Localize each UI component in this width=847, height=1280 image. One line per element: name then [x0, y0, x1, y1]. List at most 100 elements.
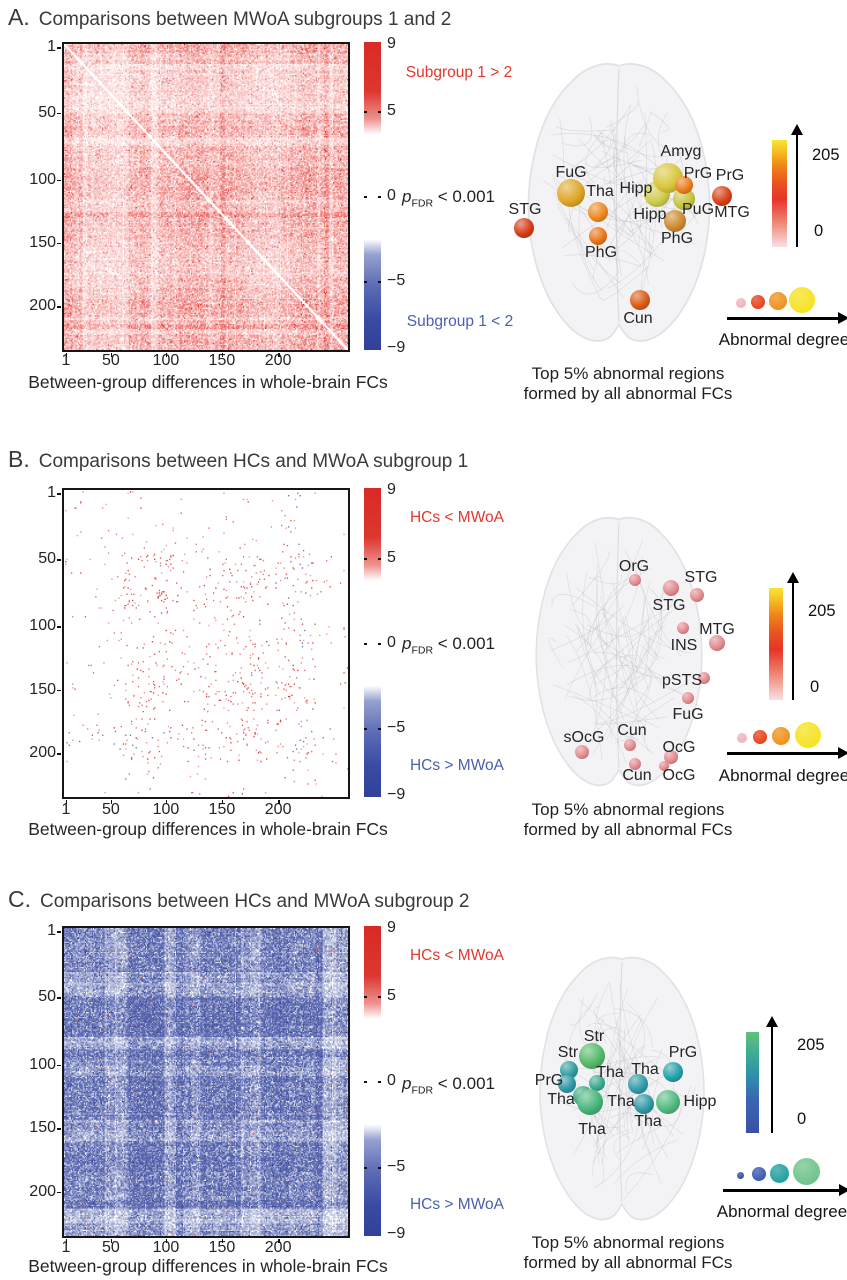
fiber-line	[648, 588, 662, 672]
fiber-line	[587, 1022, 627, 1034]
brain-region-label: OcG	[662, 739, 696, 756]
fiber-line	[569, 671, 651, 701]
fiber-line	[619, 982, 644, 1077]
fiber-line	[642, 581, 666, 660]
fiber-line	[612, 223, 632, 237]
brain-node-INS	[677, 622, 689, 634]
brain-outline	[527, 63, 711, 342]
degree-max-C: 205	[797, 1036, 825, 1054]
p-comparison: < 0.001	[433, 634, 495, 653]
brain-region-label: PrG	[715, 167, 745, 184]
size-legend-circle	[752, 1167, 766, 1181]
fiber-line	[606, 101, 638, 129]
colorbar-tick-mark	[378, 995, 381, 998]
fiber-line	[614, 1057, 658, 1069]
brain-node-Hipp	[656, 1090, 680, 1114]
brain-region-label: STG	[684, 569, 718, 586]
brain-node-Str	[560, 1061, 578, 1079]
p-comparison: < 0.001	[433, 187, 495, 206]
y-axis-tick-label: 150	[29, 1119, 56, 1137]
fiber-line	[576, 123, 646, 179]
caption-line-2: formed by all abnormal FCs	[523, 383, 733, 403]
colorbar-A	[364, 42, 381, 350]
brain-node-Cun	[624, 739, 636, 751]
x-axis-tick-label: 150	[208, 1239, 236, 1256]
degree-colorbar-C	[746, 1032, 759, 1133]
fiber-line	[590, 608, 606, 650]
degree-colorbar-A	[772, 140, 787, 247]
colorbar-tick-label: 5	[387, 986, 396, 1004]
x-axis-tick-mark	[110, 1239, 113, 1243]
brain-region-label: PhG	[660, 230, 694, 247]
fiber-line	[650, 622, 673, 650]
y-axis-tick-label: 200	[29, 1182, 56, 1200]
brain-axial-view-A	[527, 63, 711, 342]
brain-node-FuG	[557, 179, 585, 207]
fiber-line	[575, 539, 644, 652]
fiber-line	[550, 604, 625, 651]
x-axis-tick-label: 1	[61, 801, 71, 818]
brain-node-Cun	[630, 290, 650, 310]
brain-region-label: PrG	[683, 165, 713, 182]
fiber-line	[555, 125, 615, 132]
fiber-line	[623, 616, 688, 698]
fiber-line	[601, 265, 650, 301]
fiber-line	[629, 1113, 643, 1126]
brain-node-PrG	[675, 176, 693, 194]
fiber-line	[596, 629, 613, 646]
x-axis-tick-mark	[278, 800, 280, 804]
x-axis-tick-mark	[221, 1239, 224, 1243]
brain-region-label: Tha	[596, 1064, 624, 1081]
brain-node-PuG	[673, 188, 695, 210]
fiber-line	[609, 641, 638, 739]
fiber-line	[626, 720, 645, 743]
abnormal-degree-label-C: Abnormal degree	[716, 1202, 847, 1221]
size-legend-circle	[753, 730, 767, 744]
colorbar-tick-label: 9	[387, 34, 396, 52]
caption-line-1: Top 5% abnormal regions	[531, 1233, 725, 1252]
fiber-line	[657, 112, 669, 161]
brain-region-label: INS	[670, 637, 698, 654]
significance-threshold-C: pFDR < 0.001	[402, 1074, 495, 1096]
fiber-line	[553, 191, 595, 271]
fiber-tracts	[548, 539, 691, 765]
brain-region-label: Tha	[578, 1121, 606, 1138]
colorbar-tick-label: −5	[387, 1157, 406, 1175]
x-axis-tick-mark	[65, 1239, 68, 1243]
fiber-line	[595, 156, 618, 168]
brain-region-label: PrG	[534, 1072, 564, 1089]
y-axis-tick-label: 100	[29, 170, 56, 188]
x-axis-tick-mark	[165, 353, 168, 357]
y-axis-tick-label: 100	[29, 617, 56, 635]
p-comparison: < 0.001	[433, 1074, 495, 1093]
panel-A-letter: A.	[8, 4, 30, 30]
x-axis-tick-label: 200	[264, 1239, 292, 1256]
y-axis-tick-label: 150	[29, 680, 56, 698]
fiber-line	[588, 574, 622, 585]
fiber-line	[609, 123, 650, 256]
x-axis-tick-mark	[165, 1239, 168, 1243]
colorbar-C	[364, 926, 381, 1236]
x-axis-tick-mark	[165, 800, 168, 804]
panel-C-heading: C. Comparisons between HCs and MWoA subgr…	[8, 886, 470, 914]
size-legend-circle	[789, 286, 815, 313]
brain-region-label: Tha	[547, 1091, 575, 1108]
fiber-line	[585, 129, 605, 184]
x-axis-tick-label: 150	[208, 352, 236, 369]
colorbar-tick-mark	[364, 995, 367, 998]
degree-axis-arrow-C	[771, 1026, 773, 1133]
brain-caption-A: Top 5% abnormal regions formed by all ab…	[500, 364, 756, 403]
y-axis-tick-label: 50	[38, 988, 56, 1006]
y-axis-tick-mark	[57, 47, 61, 49]
y-axis-tick-mark	[57, 689, 61, 692]
colorbar-positive-label-C: HCs < MWoA	[409, 947, 505, 964]
fiber-line	[553, 684, 643, 723]
brain-region-label: PhG	[584, 244, 618, 261]
fiber-line	[590, 602, 684, 680]
colorbar-tick-mark	[364, 111, 367, 114]
fiber-line	[556, 203, 623, 285]
brain-node-Hipp	[664, 210, 686, 232]
p-symbol: p	[402, 1074, 412, 1093]
colorbar-tick-label: −5	[387, 272, 406, 290]
